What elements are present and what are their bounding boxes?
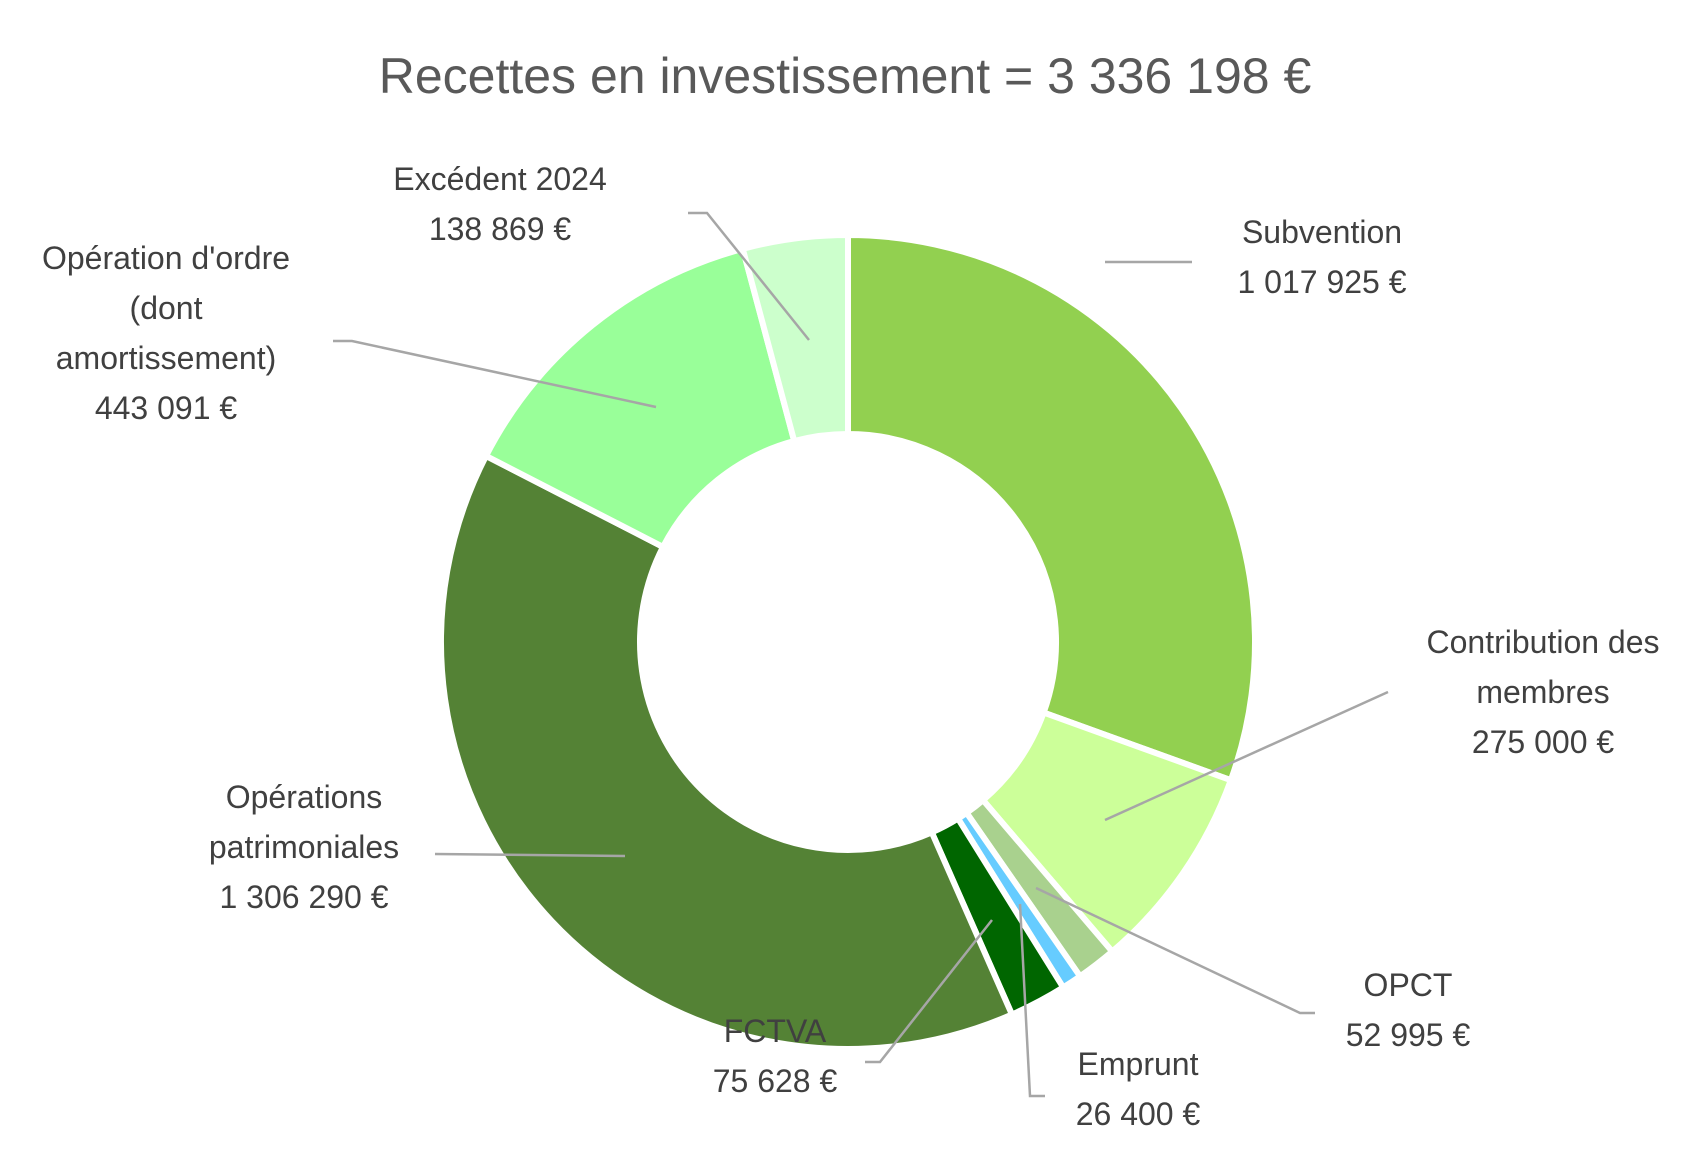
slice-value-label: 1 306 290 € <box>219 879 388 915</box>
slice-value-label: 52 995 € <box>1346 1017 1471 1053</box>
slice-excedent-2024 <box>739 231 851 445</box>
slice-name-label: Subvention <box>1242 214 1402 250</box>
slice-value-label: 275 000 € <box>1472 724 1615 760</box>
leader-line-operations-patrimoniales <box>434 852 626 858</box>
leader-line-opct <box>1035 886 1315 1015</box>
slice-label-subvention: Subvention 1 017 925 € <box>1237 214 1406 300</box>
slice-subvention <box>845 231 1258 784</box>
slice-label-operation-d-ordre-dont-amortissement: Opération d'ordre (dont amortissement) 443 … <box>42 240 290 426</box>
leader-line-operation-d-ordre-dont-amortissement <box>333 339 657 409</box>
slice-name-label: Emprunt <box>1078 1046 1199 1082</box>
slice-label-fctva: FCTVA 75 628 € <box>713 1013 838 1099</box>
leader-line-emprunt <box>1018 903 1045 1098</box>
slice-value-label: 75 628 € <box>713 1063 838 1099</box>
slice-name-label: (dont <box>130 290 203 326</box>
slice-name-label: amortissement) <box>56 340 277 376</box>
slice-value-label: 138 869 € <box>429 211 572 247</box>
leader-line-contribution-des-membres <box>1104 690 1389 822</box>
slice-labels: Subvention 1 017 925 € Contribution des mem… <box>42 161 1660 1132</box>
leader-line-excedent-2024 <box>688 211 810 341</box>
slice-label-emprunt: Emprunt 26 400 € <box>1076 1046 1201 1132</box>
slice-name-label: Contribution des <box>1426 624 1659 660</box>
slice-value-label: 443 091 € <box>95 390 238 426</box>
slice-label-contribution-des-membres: Contribution des membres 275 000 € <box>1426 624 1659 760</box>
slice-value-label: 26 400 € <box>1076 1096 1201 1132</box>
slice-name-label: FCTVA <box>724 1013 827 1049</box>
slice-operations-patrimoniales <box>438 451 1016 1052</box>
slice-label-opct: OPCT 52 995 € <box>1346 967 1471 1053</box>
doughnut-slices <box>438 231 1258 1052</box>
slice-name-label: patrimoniales <box>209 829 399 865</box>
slice-label-operations-patrimoniales: Opérations patrimoniales 1 306 290 € <box>209 779 399 915</box>
leader-line-fctva <box>865 919 993 1064</box>
slice-value-label: 1 017 925 € <box>1237 264 1406 300</box>
slice-name-label: Excédent 2024 <box>393 161 607 197</box>
slice-label-excedent-2024: Excédent 2024 138 869 € <box>393 161 607 247</box>
slice-name-label: OPCT <box>1364 967 1453 1003</box>
chart-title: Recettes en investissement = 3 336 198 € <box>379 48 1312 104</box>
leader-lines <box>333 211 1389 1098</box>
slice-name-label: membres <box>1476 674 1609 710</box>
slice-name-label: Opération d'ordre <box>42 240 290 276</box>
slice-name-label: Opérations <box>226 779 383 815</box>
slice-operation-d-ordre-dont-amortissement <box>481 245 798 551</box>
